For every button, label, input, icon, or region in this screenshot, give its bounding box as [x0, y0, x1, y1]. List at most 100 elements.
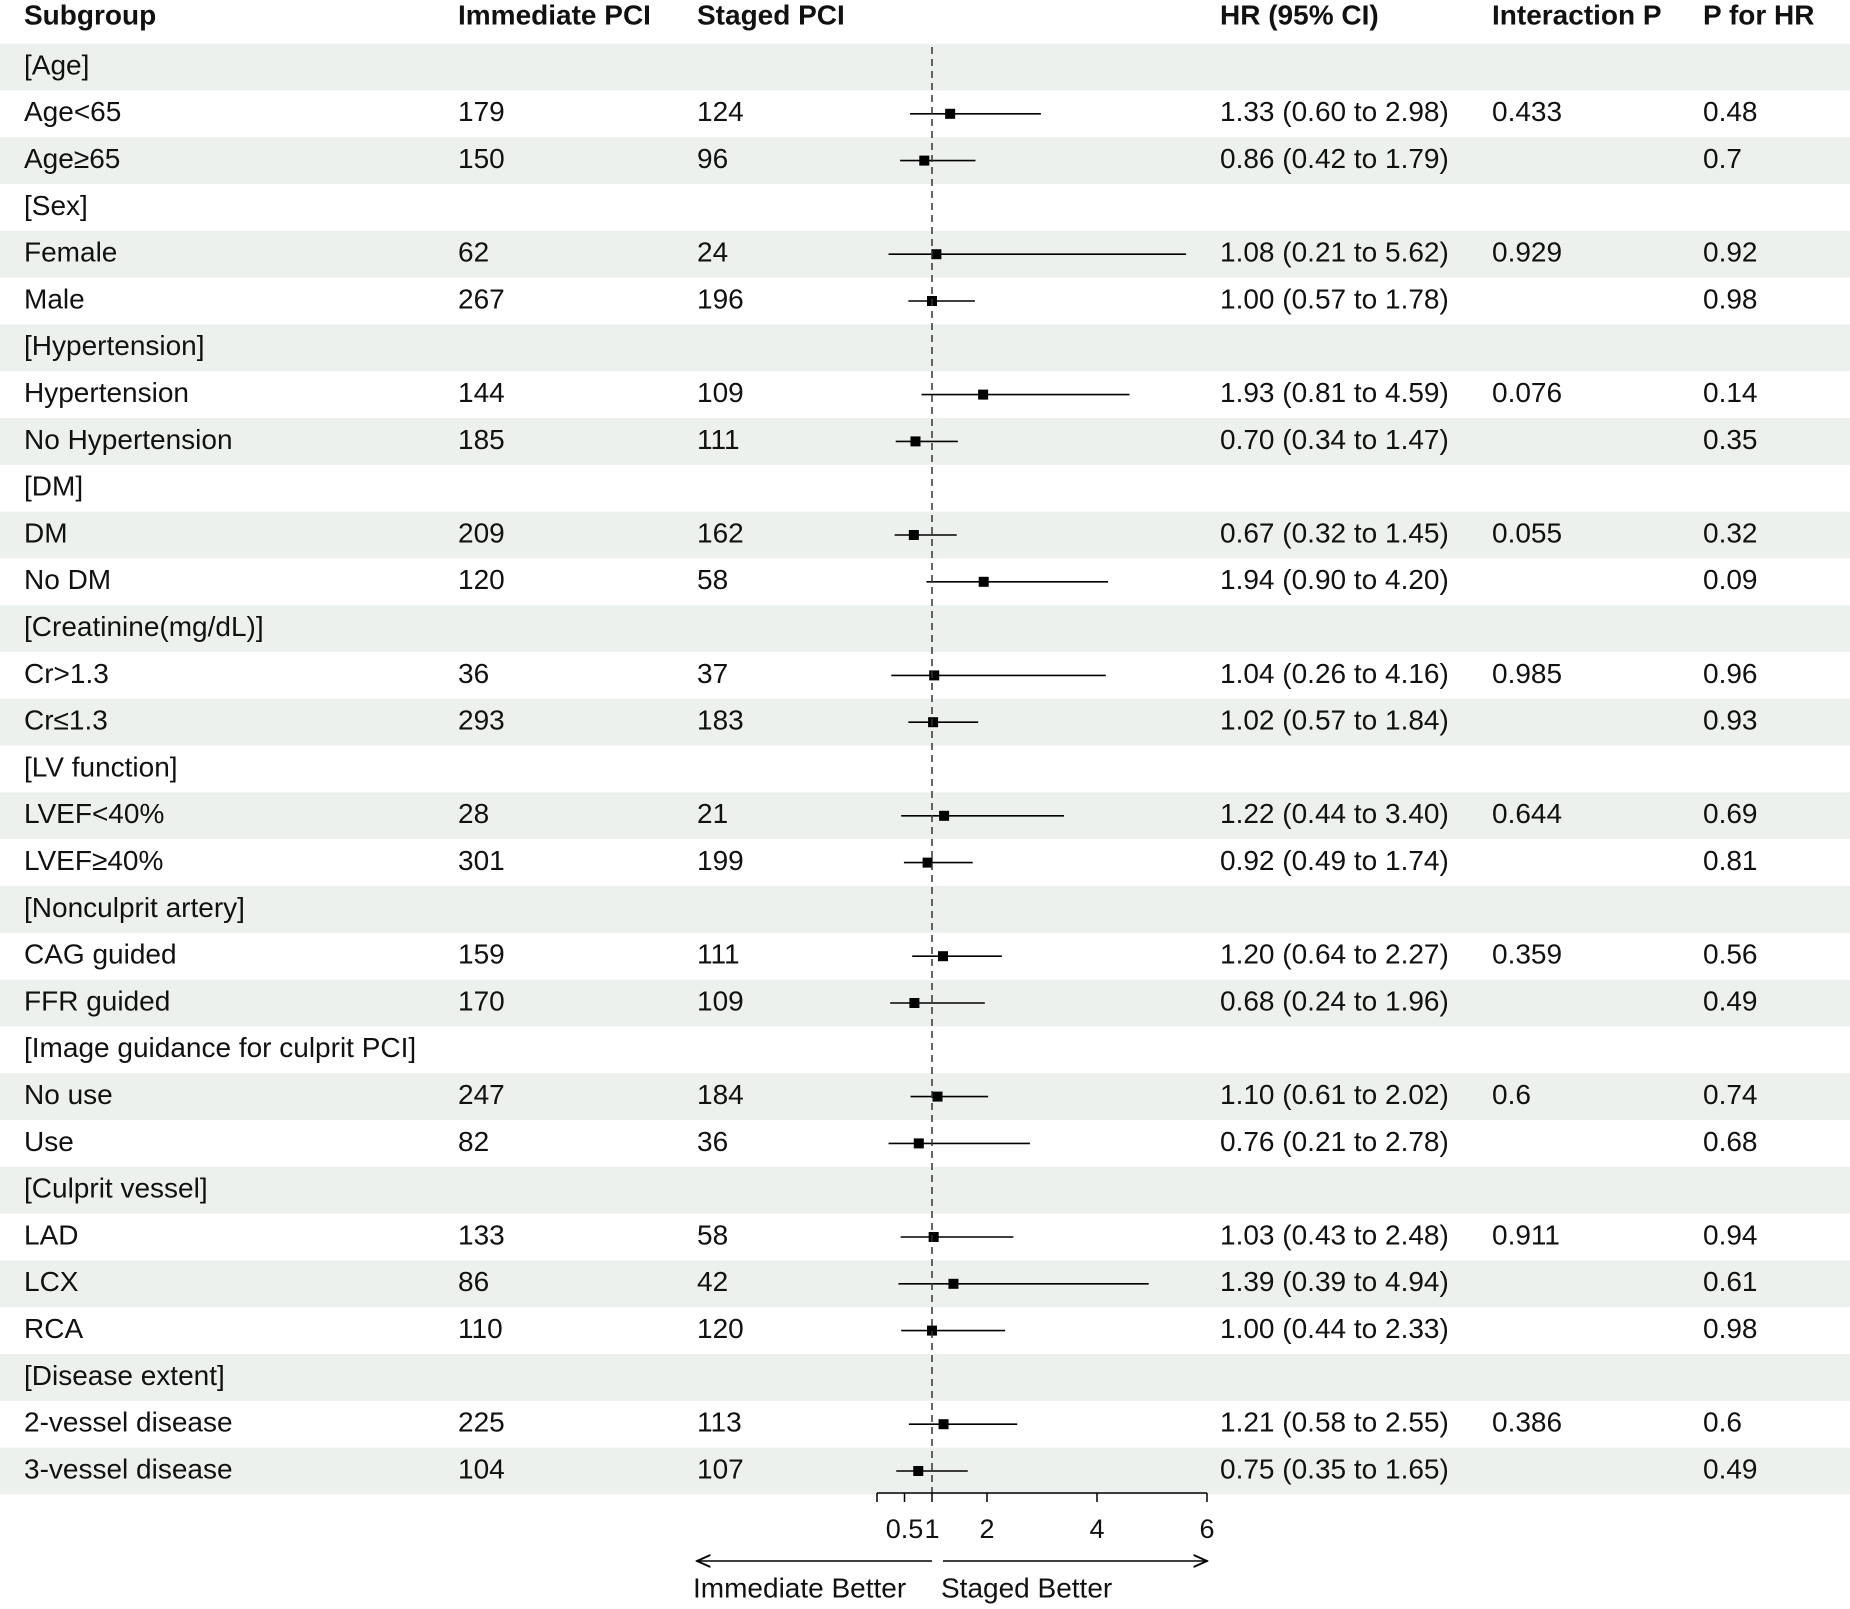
hr-point	[928, 717, 939, 728]
interaction-p: 0.359	[1492, 939, 1562, 970]
subgroup-label: Hypertension	[24, 377, 189, 408]
subgroup-label: RCA	[24, 1313, 83, 1344]
subgroup-label: No DM	[24, 564, 111, 595]
row-stripe	[0, 324, 1850, 372]
subgroup-label: LVEF<40%	[24, 798, 164, 829]
p-for-hr: 0.6	[1703, 1407, 1742, 1438]
hr-point	[932, 1091, 943, 1102]
immediate-count: 293	[458, 705, 505, 736]
hr-label: 0.86 (0.42 to 1.79)	[1220, 143, 1449, 174]
hr-point	[928, 1232, 939, 1242]
hr-label: 1.04 (0.26 to 4.16)	[1220, 658, 1449, 689]
column-header: Subgroup	[24, 0, 156, 30]
hr-point	[919, 155, 930, 166]
stripes	[0, 43, 1850, 1495]
column-header: Interaction P	[1492, 0, 1662, 30]
interaction-p: 0.985	[1492, 658, 1562, 689]
row-stripe	[0, 1166, 1850, 1214]
staged-count: 21	[697, 798, 728, 829]
p-for-hr: 0.14	[1703, 377, 1758, 408]
subgroup-label: [Culprit vessel]	[24, 1173, 208, 1204]
x-tick-label: 1	[924, 1514, 939, 1544]
row-stripe	[0, 605, 1850, 652]
hr-label: 1.20 (0.64 to 2.27)	[1220, 939, 1449, 970]
p-for-hr: 0.09	[1703, 564, 1758, 595]
hr-label: 0.70 (0.34 to 1.47)	[1220, 424, 1449, 455]
staged-count: 36	[697, 1126, 728, 1157]
interaction-p: 0.386	[1492, 1407, 1562, 1438]
column-header: HR (95% CI)	[1220, 0, 1379, 30]
column-header: Immediate PCI	[458, 0, 651, 30]
x-tick-label: 6	[1199, 1514, 1214, 1544]
staged-count: 124	[697, 96, 744, 127]
staged-count: 184	[697, 1079, 744, 1110]
subgroup-label: Cr≤1.3	[24, 705, 108, 736]
subgroup-label: Cr>1.3	[24, 658, 109, 689]
p-for-hr: 0.32	[1703, 517, 1758, 548]
p-for-hr: 0.93	[1703, 705, 1758, 736]
column-header: P for HR	[1703, 0, 1815, 30]
immediate-count: 133	[458, 1219, 505, 1250]
subgroup-label: [Creatinine(mg/dL)]	[24, 611, 264, 642]
hr-label: 1.94 (0.90 to 4.20)	[1220, 564, 1449, 595]
hr-label: 0.68 (0.24 to 1.96)	[1220, 985, 1449, 1016]
interaction-p: 0.055	[1492, 517, 1562, 548]
p-for-hr: 0.69	[1703, 798, 1758, 829]
immediate-count: 62	[458, 237, 489, 268]
hr-point	[938, 1419, 949, 1430]
staged-count: 37	[697, 658, 728, 689]
immediate-count: 28	[458, 798, 489, 829]
p-for-hr: 0.49	[1703, 985, 1758, 1016]
hr-point	[931, 249, 942, 260]
immediate-count: 185	[458, 424, 505, 455]
row-stripe	[0, 1354, 1850, 1401]
p-for-hr: 0.35	[1703, 424, 1758, 455]
p-for-hr: 0.96	[1703, 658, 1758, 689]
hr-point	[913, 1466, 924, 1476]
p-for-hr: 0.48	[1703, 96, 1758, 127]
subgroup-label: CAG guided	[24, 939, 177, 970]
interaction-p: 0.929	[1492, 237, 1562, 268]
subgroup-label: 2-vessel disease	[24, 1407, 233, 1438]
subgroup-label: No use	[24, 1079, 113, 1110]
staged-count: 111	[697, 424, 740, 455]
hr-label: 0.76 (0.21 to 2.78)	[1220, 1126, 1449, 1157]
staged-count: 109	[697, 985, 744, 1016]
immediate-count: 179	[458, 96, 505, 127]
subgroup-label: 3-vessel disease	[24, 1453, 233, 1484]
x-tick-label: 0.5	[886, 1514, 924, 1544]
subgroup-label: Female	[24, 237, 117, 268]
staged-count: 109	[697, 377, 744, 408]
x-tick-label: 4	[1089, 1514, 1104, 1544]
hr-point	[909, 998, 920, 1008]
subgroup-label: Age≥65	[24, 143, 120, 174]
p-for-hr: 0.7	[1703, 143, 1742, 174]
p-for-hr: 0.49	[1703, 1453, 1758, 1484]
hr-point	[945, 108, 956, 119]
staged-count: 96	[697, 143, 728, 174]
hr-label: 0.75 (0.35 to 1.65)	[1220, 1453, 1449, 1484]
hr-label: 1.00 (0.44 to 2.33)	[1220, 1313, 1449, 1344]
p-for-hr: 0.94	[1703, 1219, 1758, 1250]
immediate-count: 150	[458, 143, 505, 174]
interaction-p: 0.644	[1492, 798, 1562, 829]
subgroup-label: [Sex]	[24, 190, 88, 221]
hr-label: 1.21 (0.58 to 2.55)	[1220, 1407, 1449, 1438]
immediate-count: 209	[458, 517, 505, 548]
p-for-hr: 0.81	[1703, 845, 1758, 876]
subgroup-label: [Disease extent]	[24, 1360, 225, 1391]
hr-point	[910, 436, 921, 447]
p-for-hr: 0.74	[1703, 1079, 1758, 1110]
hr-label: 1.33 (0.60 to 2.98)	[1220, 96, 1449, 127]
p-for-hr: 0.92	[1703, 237, 1758, 268]
hr-point	[908, 530, 919, 540]
p-for-hr: 0.98	[1703, 1313, 1758, 1344]
hr-point	[929, 670, 940, 681]
staged-count: 183	[697, 705, 744, 736]
row-stripe	[0, 886, 1850, 933]
staged-count: 111	[697, 939, 740, 970]
hr-label: 1.02 (0.57 to 1.84)	[1220, 705, 1449, 736]
staged-count: 58	[697, 564, 728, 595]
immediate-count: 104	[458, 1453, 505, 1484]
